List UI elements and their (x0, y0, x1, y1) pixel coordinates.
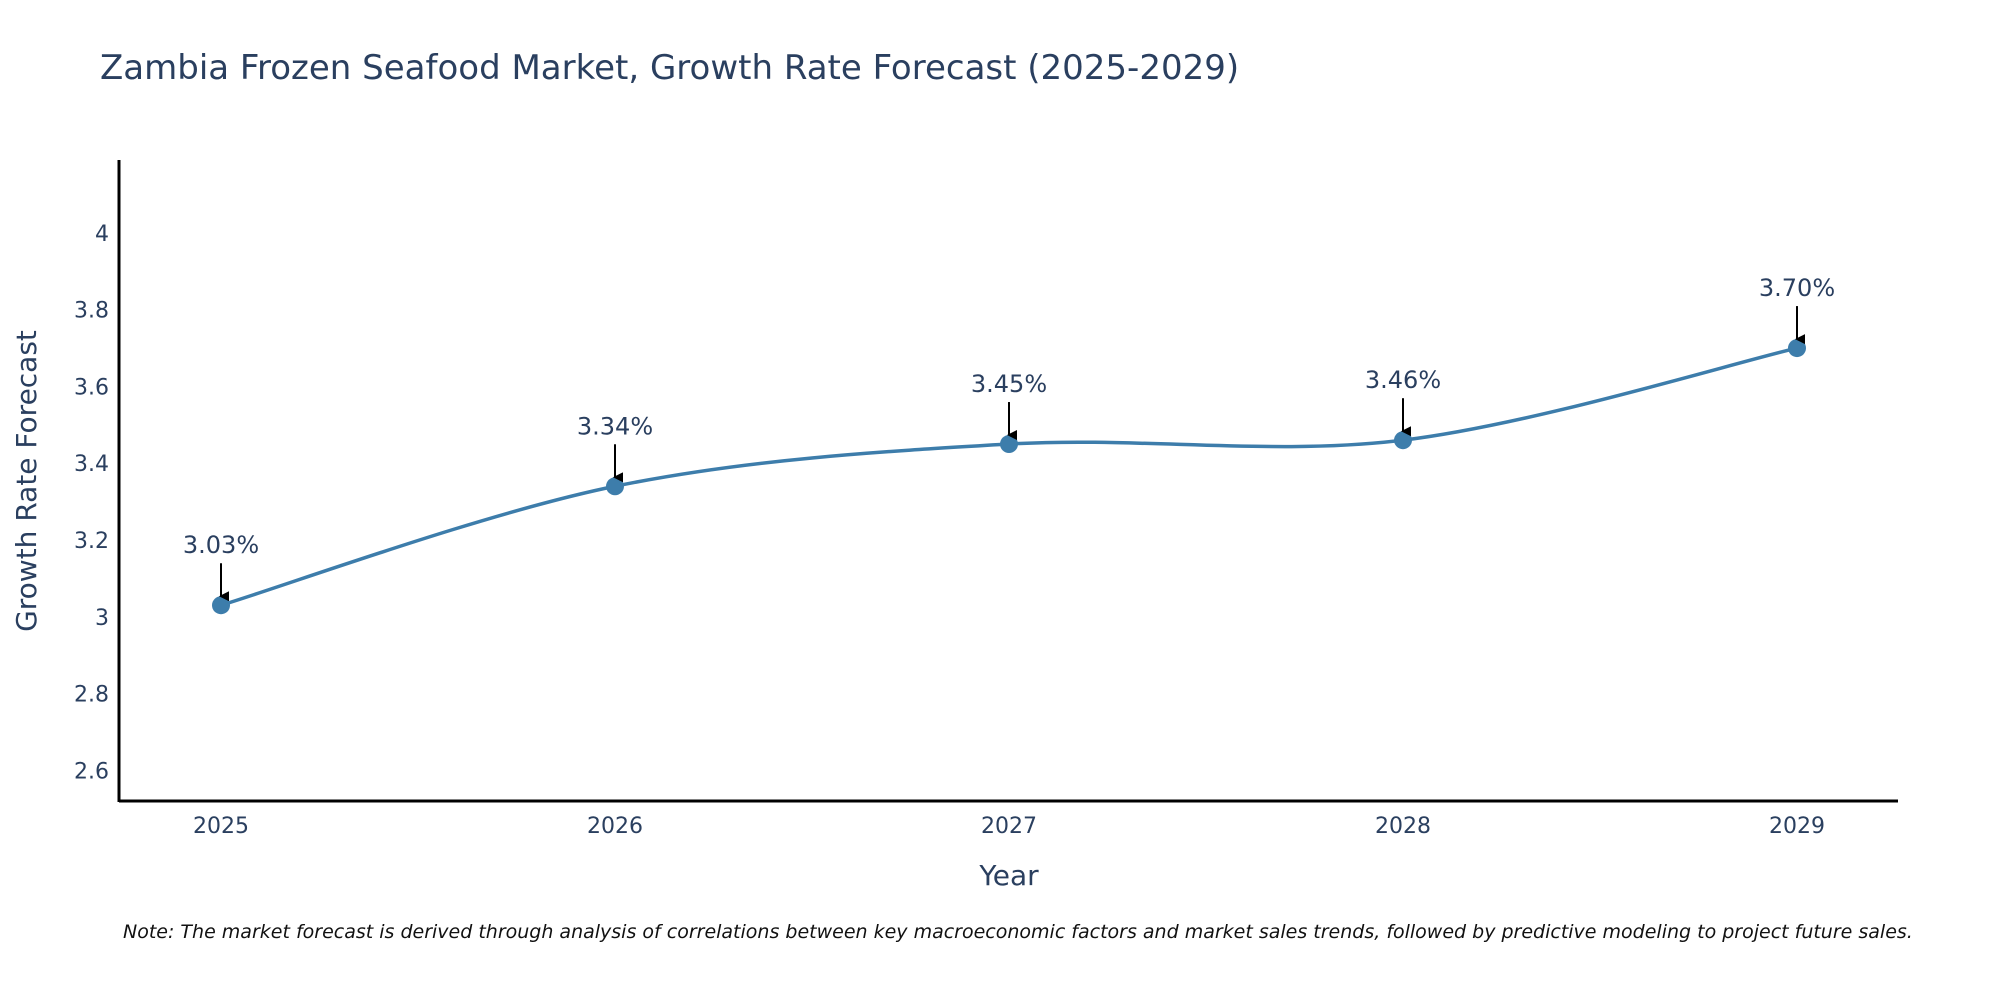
data-label: 3.45% (971, 370, 1047, 398)
x-tick-label: 2025 (193, 814, 249, 839)
y-axis-ticks: 2.6 2.8 3 3.2 3.4 3.6 3.8 4 (74, 222, 109, 784)
y-tick-label: 2.8 (74, 683, 109, 708)
data-point-2029 (1788, 339, 1806, 358)
chart-title: Zambia Frozen Seafood Market, Growth Rat… (100, 48, 1239, 88)
data-label: 3.70% (1759, 274, 1835, 302)
data-point-2026 (606, 477, 624, 496)
x-tick-label: 2029 (1769, 814, 1825, 839)
y-tick-label: 3 (95, 606, 109, 631)
data-point-2028 (1394, 431, 1412, 450)
data-annotations: 3.03% 3.34% 3.45% 3.46% 3.70% (183, 274, 1835, 602)
data-label: 3.03% (183, 531, 259, 559)
data-label: 3.46% (1365, 366, 1441, 394)
footnote: Note: The market forecast is derived thr… (123, 921, 1913, 943)
data-label: 3.34% (577, 412, 653, 440)
y-tick-label: 3.2 (74, 529, 109, 554)
data-point-2025 (212, 596, 230, 615)
x-tick-label: 2026 (587, 814, 643, 839)
y-tick-label: 3.6 (74, 375, 109, 400)
y-axis-title: Growth Rate Forecast (10, 330, 43, 632)
x-axis-title: Year (978, 859, 1039, 892)
y-tick-label: 3.8 (74, 299, 109, 324)
data-point-2027 (1000, 435, 1018, 454)
y-tick-label: 3.4 (74, 452, 109, 477)
y-tick-label: 2.6 (74, 759, 109, 784)
x-tick-label: 2028 (1375, 814, 1431, 839)
y-tick-label: 4 (95, 222, 109, 247)
x-axis-ticks: 2025 2026 2027 2028 2029 (193, 814, 1825, 839)
x-tick-label: 2027 (981, 814, 1037, 839)
